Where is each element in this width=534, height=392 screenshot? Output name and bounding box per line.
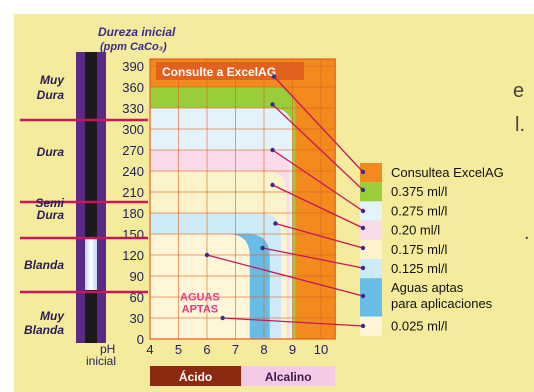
pointer-dot bbox=[271, 74, 277, 79]
x-tick-label: 8 bbox=[260, 342, 267, 357]
pointer-dot bbox=[270, 147, 275, 153]
y-tick-label: 300 bbox=[122, 122, 144, 137]
legend-swatch bbox=[360, 239, 382, 259]
legend-swatch bbox=[360, 220, 382, 240]
pointer-dot bbox=[273, 221, 278, 226]
zone-area bbox=[150, 234, 250, 339]
chart-title: Dureza inicial bbox=[98, 25, 176, 39]
x-tick-label: 6 bbox=[203, 342, 210, 357]
y-tick-label: 180 bbox=[122, 206, 144, 221]
pointer-line bbox=[272, 104, 364, 191]
legend-label: 0.175 ml/l bbox=[391, 242, 447, 257]
hardness-category-label: Dura bbox=[37, 88, 65, 102]
y-tick-label: 30 bbox=[130, 311, 144, 326]
y-tick-label: 240 bbox=[122, 164, 144, 179]
legend-label: Aguas aptas bbox=[391, 280, 464, 295]
legend-label: 0.025 ml/l bbox=[391, 319, 447, 334]
hardness-category-label: Muy bbox=[40, 309, 65, 323]
y-tick-label: 360 bbox=[122, 80, 144, 95]
legend-swatch bbox=[360, 278, 382, 317]
ph-band bbox=[241, 366, 336, 386]
legend-swatch bbox=[360, 182, 382, 202]
y-tick-label: 150 bbox=[122, 227, 144, 242]
legend-swatch bbox=[360, 201, 382, 221]
x-axis-label: pH bbox=[100, 342, 115, 356]
x-tick-label: 9 bbox=[289, 342, 296, 357]
pointer-dot bbox=[204, 252, 210, 258]
aguas-aptas-label: AGUAS bbox=[180, 292, 220, 304]
hardness-category-label: Blanda bbox=[24, 258, 64, 272]
legend-label: Consultea ExcelAG bbox=[391, 165, 504, 180]
clipped-text-fragment: e bbox=[513, 80, 525, 102]
pointer-dot bbox=[360, 245, 366, 251]
pointer-dot bbox=[360, 265, 366, 271]
y-tick-label: 390 bbox=[122, 59, 144, 74]
pointer-line bbox=[222, 317, 364, 327]
pointer-dot bbox=[360, 293, 366, 299]
hardness-category-label: Dura bbox=[37, 145, 65, 159]
inner-label-text: Consulte a ExcelAG bbox=[162, 65, 276, 79]
pointer-dot bbox=[220, 315, 225, 321]
legend-label: para aplicaciones bbox=[391, 296, 493, 311]
legend-label: 0.20 ml/l bbox=[391, 223, 440, 238]
hardness-category-label: Muy bbox=[40, 73, 65, 87]
x-tick-label: 7 bbox=[232, 342, 239, 357]
y-tick-label: 60 bbox=[130, 290, 144, 305]
legend-swatch bbox=[360, 316, 382, 336]
legend-swatch bbox=[360, 163, 382, 183]
ph-band bbox=[150, 366, 242, 386]
ph-band-label: Alcalino bbox=[265, 370, 312, 384]
x-tick-label: 4 bbox=[146, 342, 153, 357]
y-tick-label: 210 bbox=[122, 185, 144, 200]
x-axis-label: inicial bbox=[86, 354, 116, 368]
pointer-dot bbox=[260, 245, 265, 251]
ph-band-label: Ácido bbox=[179, 369, 212, 384]
pointer-dot bbox=[360, 208, 366, 214]
clipped-text-fragment: . bbox=[524, 222, 530, 244]
chart-subtitle: (ppm CaCo₃) bbox=[100, 41, 167, 53]
hardness-category-label: Semi bbox=[35, 196, 64, 210]
y-tick-label: 330 bbox=[122, 101, 144, 116]
pointer-line bbox=[275, 222, 364, 249]
pointer-line bbox=[262, 247, 364, 269]
y-tick-label: 270 bbox=[122, 143, 144, 158]
y-tick-label: 90 bbox=[130, 269, 144, 284]
y-tick-label: 0 bbox=[137, 332, 144, 347]
legend-swatch bbox=[360, 259, 382, 279]
y-tick-label: 120 bbox=[122, 248, 144, 263]
legend-label: 0.275 ml/l bbox=[391, 203, 447, 218]
hardness-category-label: Blanda bbox=[24, 323, 64, 337]
pointer-dot bbox=[360, 187, 366, 193]
x-tick-label: 5 bbox=[175, 342, 182, 357]
pointer-dot bbox=[270, 102, 275, 107]
hardness-category-label: Dura bbox=[37, 208, 65, 222]
pointer-line bbox=[273, 76, 364, 173]
legend-label: 0.125 ml/l bbox=[391, 261, 447, 276]
hardness-scale-blanda bbox=[85, 238, 97, 290]
inner-label-box bbox=[156, 62, 304, 80]
pointer-dot bbox=[360, 169, 366, 175]
hardness-scale-core bbox=[85, 52, 97, 343]
x-tick-label: 10 bbox=[314, 342, 328, 357]
pointer-dot bbox=[360, 225, 366, 231]
aguas-aptas-label: APTAS bbox=[182, 304, 218, 316]
clipped-text-fragment: l. bbox=[515, 114, 525, 136]
pointer-line bbox=[206, 254, 364, 297]
pointer-dot bbox=[270, 182, 275, 188]
legend-label: 0.375 ml/l bbox=[391, 184, 447, 199]
pointer-line bbox=[272, 149, 364, 212]
pointer-dot bbox=[360, 323, 366, 329]
pointer-line bbox=[272, 184, 364, 229]
plot-border bbox=[149, 58, 336, 340]
